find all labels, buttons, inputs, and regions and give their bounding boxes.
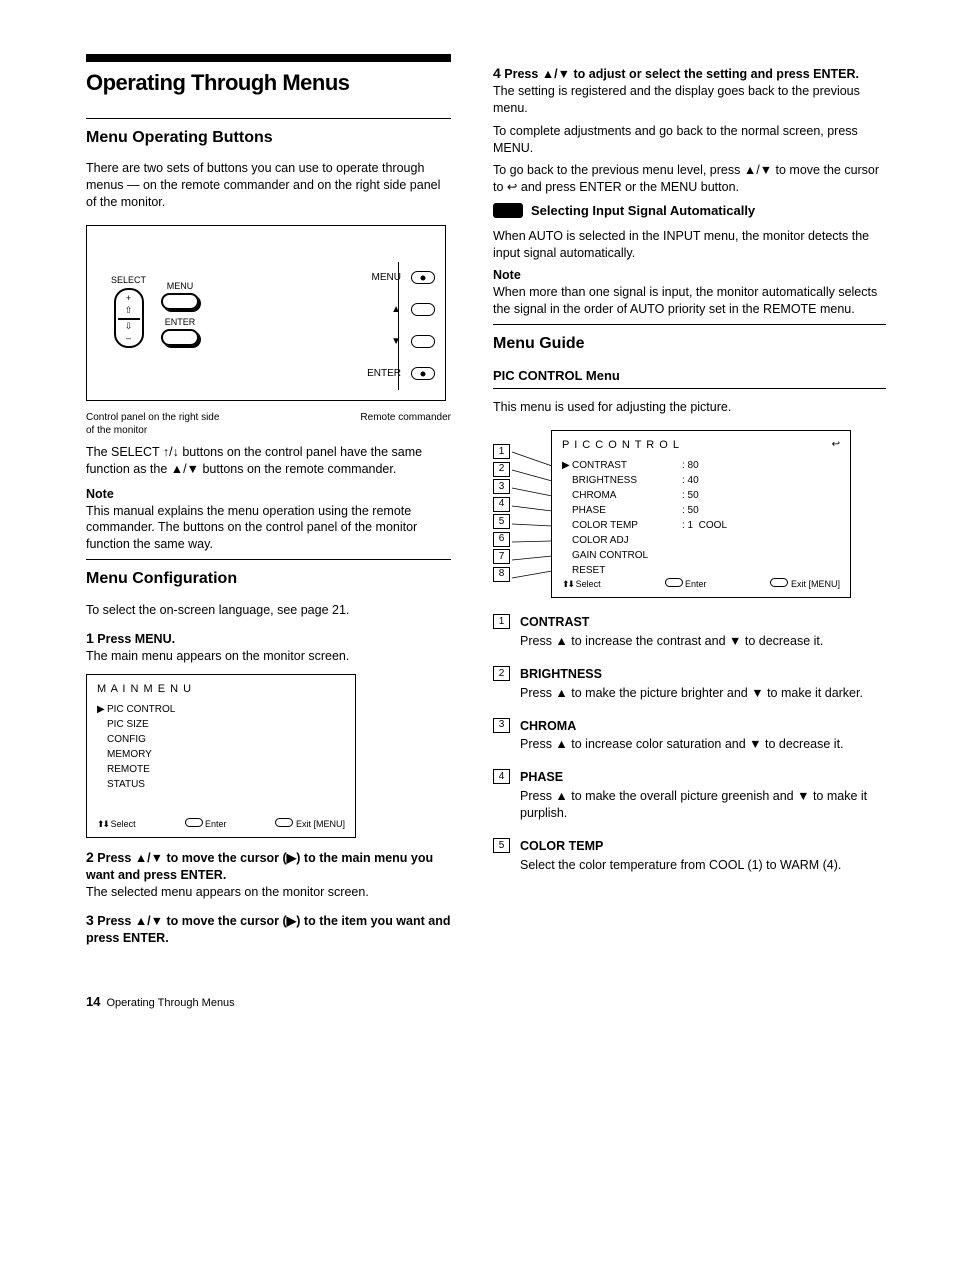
step-4: 4 Press ▲/▼ to adjust or select the sett…: [493, 64, 886, 117]
auto-body: When AUTO is selected in the INPUT menu,…: [493, 228, 886, 262]
auto-input-heading: Selecting Input Signal Automatically: [493, 202, 886, 220]
section-heading: Menu Guide: [493, 333, 886, 355]
divider: [493, 324, 886, 325]
divider: [86, 559, 451, 560]
intro-text: There are two sets of buttons you can us…: [86, 160, 451, 211]
main-menu-screenshot: M A I N M E N U ▶PIC CONTROL PIC SIZE CO…: [86, 674, 356, 838]
divider: [86, 118, 451, 119]
step-2: 2 Press ▲/▼ to move the cursor (▶) to th…: [86, 848, 451, 901]
oval-button-icon: [411, 303, 435, 316]
side-up-label: ▲: [391, 303, 401, 317]
pic-items-list: 1 CONTRASTPress ▲ to increase the contra…: [493, 614, 886, 876]
oval-button-icon: [411, 367, 435, 380]
pic-item-4: 4 PHASEPress ▲ to make the overall pictu…: [493, 769, 886, 824]
step-1: 1 Press MENU. The main menu appears on t…: [86, 629, 451, 665]
step-3: 3 Press ▲/▼ to move the cursor (▶) to th…: [86, 911, 451, 947]
pic-item-2: 2 BRIGHTNESSPress ▲ to make the picture …: [493, 666, 886, 704]
menu-label: MENU: [161, 280, 199, 292]
caption: Remote commander: [360, 411, 451, 438]
pic-menu-callout: 1 2 3 4 5 6 7 8 P I C C: [493, 430, 886, 598]
goback-text: To go back to the previous menu level, p…: [493, 162, 886, 196]
finish-text: To complete adjustments and go back to t…: [493, 123, 886, 157]
auto-icon: [493, 203, 523, 218]
callout-lines-icon: [510, 444, 554, 604]
oval-button-icon: [411, 335, 435, 348]
caption: Control panel on the right side of the m…: [86, 411, 226, 438]
note-block: Note This manual explains the menu opera…: [86, 486, 451, 554]
auto-note: NoteWhen more than one signal is input, …: [493, 267, 886, 318]
select-note: The SELECT ↑/↓ buttons on the control pa…: [86, 444, 451, 478]
select-label: SELECT: [111, 274, 146, 286]
enter-label: ENTER: [161, 316, 199, 328]
config-intro: To select the on-screen language, see pa…: [86, 602, 451, 619]
pic-item-3: 3 CHROMAPress ▲ to increase color satura…: [493, 718, 886, 756]
oval-button-icon: [411, 271, 435, 284]
pic-item-5: 5 COLOR TEMPSelect the color temperature…: [493, 838, 886, 876]
pic-item-1: 1 CONTRASTPress ▲ to increase the contra…: [493, 614, 886, 652]
pic-control-heading: PIC CONTROL Menu: [493, 367, 886, 390]
section-heading: Menu Configuration: [86, 568, 451, 590]
section-rule: [86, 54, 451, 62]
side-buttons: MENU ▲ ▼ ENTER: [367, 262, 435, 390]
remote-diagram: SELECT +⇧ ⇩– MENU ENTER MENU ▲ ▼ ENTER: [86, 225, 446, 401]
side-menu-label: MENU: [372, 271, 401, 285]
pic-control-desc: This menu is used for adjusting the pict…: [493, 399, 886, 416]
page-footer: 14Operating Through Menus: [86, 993, 886, 1011]
side-enter-label: ENTER: [367, 367, 401, 381]
section-heading: Menu Operating Buttons: [86, 127, 451, 149]
enter-pill-icon: [161, 329, 199, 346]
rocker-icon: +⇧ ⇩–: [114, 288, 144, 348]
page-title: Operating Through Menus: [86, 68, 451, 98]
menu-pill-icon: [161, 293, 199, 310]
side-down-label: ▼: [391, 335, 401, 349]
